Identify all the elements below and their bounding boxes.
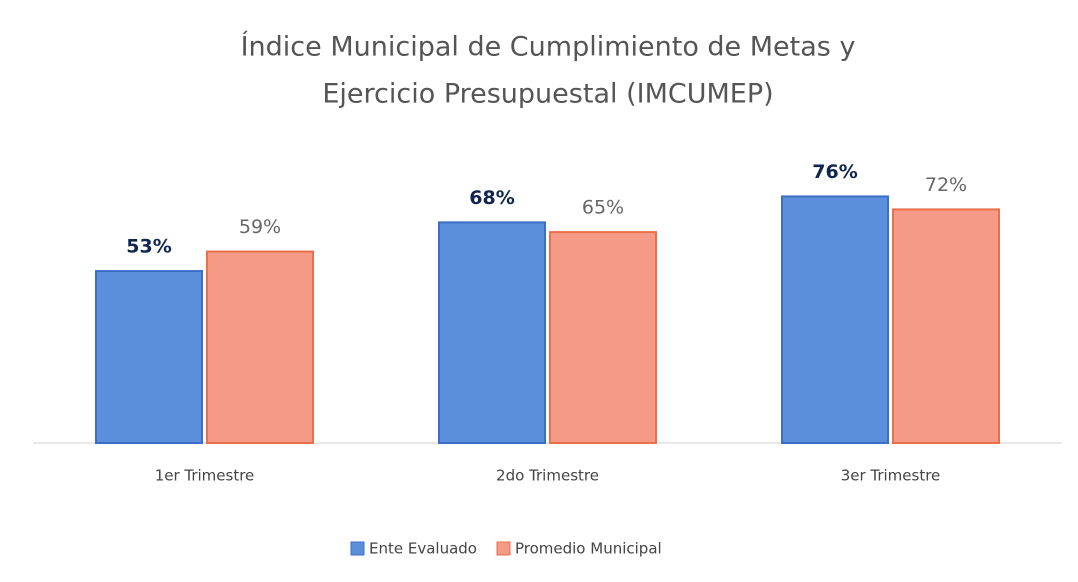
bar <box>438 221 546 444</box>
legend-label: Promedio Municipal <box>515 540 662 558</box>
data-label: 76% <box>812 161 857 183</box>
bar <box>206 250 314 444</box>
legend-swatch <box>350 541 365 556</box>
bar <box>95 270 203 444</box>
chart-title: Ejercicio Presupuestal (IMCUMEP) <box>322 79 773 110</box>
bar <box>549 231 657 444</box>
bar <box>892 208 1000 444</box>
data-label: 53% <box>126 236 171 258</box>
legend-swatch <box>496 541 511 556</box>
data-label: 72% <box>925 174 967 196</box>
x-tick-label: 2do Trimestre <box>496 467 599 485</box>
data-label: 65% <box>582 197 624 219</box>
x-tick-label: 1er Trimestre <box>155 467 255 485</box>
legend-label: Ente Evaluado <box>369 540 477 558</box>
bar <box>781 195 889 444</box>
chart-title: Índice Municipal de Cumplimiento de Meta… <box>241 31 856 63</box>
data-label: 59% <box>239 216 281 238</box>
data-label: 68% <box>469 187 514 209</box>
x-tick-label: 3er Trimestre <box>841 467 941 485</box>
